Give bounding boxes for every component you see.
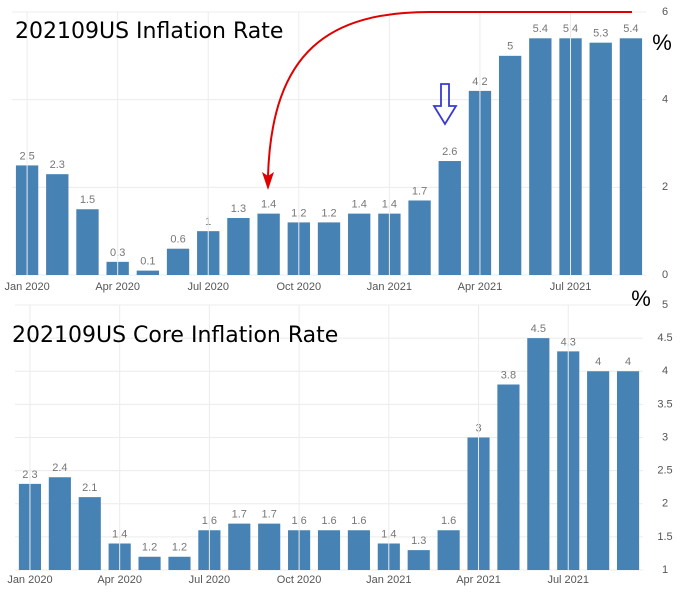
bar bbox=[166, 248, 190, 275]
value-label: 4 bbox=[625, 356, 631, 368]
value-label: 1.2 bbox=[142, 542, 157, 554]
x-tick-label: Jan 2021 bbox=[366, 574, 411, 586]
bar bbox=[437, 530, 460, 570]
bar bbox=[497, 384, 520, 570]
value-label: 1.6 bbox=[441, 515, 456, 527]
y-tick-label: 2 bbox=[662, 498, 668, 510]
y-tick-label: 1 bbox=[662, 564, 668, 576]
y-tick-label: 4 bbox=[662, 365, 668, 377]
bar bbox=[257, 213, 280, 275]
blue-arrow bbox=[432, 83, 458, 126]
x-tick-label: Oct 2020 bbox=[277, 574, 322, 586]
y-axis-unit: % bbox=[652, 30, 672, 55]
value-label: 1.6 bbox=[321, 515, 336, 527]
chart-title: 202109US Inflation Rate bbox=[15, 19, 283, 44]
value-label: 2.3 bbox=[50, 159, 65, 171]
value-label: 4 bbox=[595, 356, 601, 368]
y-tick-label: 1.5 bbox=[657, 531, 672, 543]
bar bbox=[317, 222, 341, 275]
value-label: 1.7 bbox=[262, 509, 277, 521]
red-arrow bbox=[267, 11, 632, 177]
y-tick-label: 3 bbox=[662, 431, 668, 443]
value-label: 5.4 bbox=[533, 23, 548, 35]
value-label: 1.4 bbox=[261, 199, 276, 211]
value-label: 5.4 bbox=[623, 23, 638, 35]
bar bbox=[228, 523, 251, 570]
bar bbox=[317, 530, 341, 570]
bar bbox=[529, 38, 552, 275]
value-label: 2.6 bbox=[442, 146, 457, 158]
value-label: 1.7 bbox=[412, 185, 427, 197]
bar bbox=[78, 497, 101, 570]
bar bbox=[619, 38, 643, 275]
bar bbox=[616, 371, 640, 570]
value-label: 4.5 bbox=[531, 323, 546, 335]
x-tick-label: Jul 2020 bbox=[189, 574, 231, 586]
bar bbox=[76, 209, 99, 275]
bar bbox=[48, 477, 71, 570]
bar bbox=[589, 42, 612, 275]
x-tick-label: Jan 2020 bbox=[4, 281, 49, 293]
value-label: 1.3 bbox=[411, 535, 426, 547]
y-tick-label: 2.5 bbox=[657, 465, 672, 477]
value-label: 5 bbox=[507, 41, 513, 53]
value-label: 0.6 bbox=[170, 234, 185, 246]
x-tick-label: Oct 2020 bbox=[276, 281, 321, 293]
y-tick-label: 5 bbox=[662, 299, 668, 311]
value-label: 1.6 bbox=[351, 515, 366, 527]
bar bbox=[407, 550, 430, 570]
value-label: 0.1 bbox=[140, 256, 155, 268]
bar bbox=[348, 213, 371, 275]
x-tick-label: Jan 2021 bbox=[367, 281, 412, 293]
x-tick-label: Apr 2021 bbox=[458, 281, 503, 293]
value-label: 2.1 bbox=[82, 482, 97, 494]
chart-title: 202109US Core Inflation Rate bbox=[12, 323, 338, 348]
value-label: 1.7 bbox=[232, 509, 247, 521]
bar bbox=[408, 200, 431, 275]
y-tick-label: 6 bbox=[662, 6, 668, 18]
value-label: 3.8 bbox=[501, 369, 516, 381]
bar bbox=[46, 174, 69, 275]
y-tick-label: 3.5 bbox=[657, 398, 672, 410]
bar bbox=[227, 218, 250, 275]
value-label: 5.3 bbox=[593, 28, 608, 40]
bar bbox=[168, 556, 191, 570]
y-tick-label: 4.5 bbox=[657, 332, 672, 344]
value-label: 2.4 bbox=[52, 462, 67, 474]
bar bbox=[587, 371, 610, 570]
value-label: 1.2 bbox=[321, 207, 336, 219]
value-label: 1.5 bbox=[80, 194, 95, 206]
bar bbox=[527, 338, 550, 570]
x-tick-label: Jul 2021 bbox=[550, 281, 592, 293]
y-tick-label: 2 bbox=[662, 181, 668, 193]
x-tick-label: Apr 2020 bbox=[97, 574, 142, 586]
value-label: 1.4 bbox=[352, 199, 367, 211]
x-tick-label: Apr 2020 bbox=[95, 281, 140, 293]
x-tick-label: Jul 2021 bbox=[547, 574, 589, 586]
x-tick-label: Apr 2021 bbox=[456, 574, 501, 586]
bar bbox=[258, 523, 281, 570]
x-tick-label: Jul 2020 bbox=[187, 281, 229, 293]
red-arrowhead bbox=[262, 172, 274, 190]
y-axis-unit: % bbox=[631, 286, 651, 311]
bar bbox=[438, 161, 461, 275]
bar bbox=[498, 55, 522, 276]
x-tick-label: Jan 2020 bbox=[7, 574, 52, 586]
bar bbox=[138, 556, 161, 570]
value-label: 1.3 bbox=[231, 203, 246, 215]
y-tick-label: 0 bbox=[662, 269, 668, 281]
bar bbox=[136, 270, 160, 275]
value-label: 1.2 bbox=[172, 542, 187, 554]
y-tick-label: 4 bbox=[662, 94, 668, 106]
bar bbox=[347, 530, 370, 570]
